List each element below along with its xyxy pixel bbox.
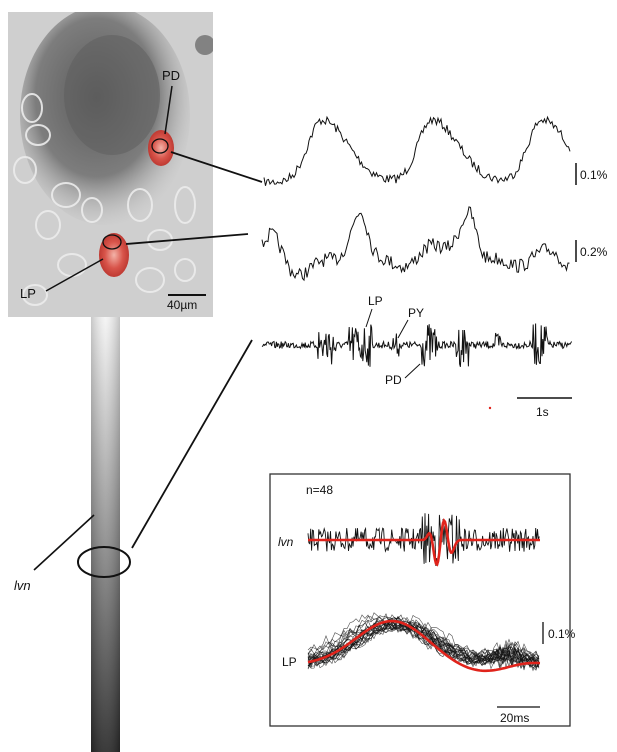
lp-calcium-trace: [261, 206, 570, 282]
lvn-connector-line: [131, 339, 253, 549]
pd-connector-line: [170, 151, 263, 183]
inset-lvn-label: lvn: [278, 535, 294, 549]
inset-count-label: n=48: [306, 483, 333, 497]
lvn-extracellular-trace: [261, 323, 573, 368]
time-scale-label: 1s: [536, 405, 549, 419]
inset-amplitude-scale-label: 0.1%: [548, 627, 576, 641]
inset-lvn-raw-trace: [307, 513, 540, 566]
lvn-label: lvn: [14, 578, 31, 593]
pd-cell-label: PD: [162, 68, 180, 83]
inset-average-traces: [307, 518, 541, 673]
spike-triggered-average-inset: n=48 lvn LP 0.1% 20ms: [269, 473, 576, 727]
inset-lp-raw-trace: [307, 616, 540, 665]
py-spike-label: PY: [408, 306, 424, 320]
recording-site-circle: [77, 546, 131, 578]
pd-trace-scale-label: 0.1%: [580, 168, 608, 182]
inset-lp-raw-trace: [307, 621, 540, 665]
microscopy-image: [8, 12, 213, 317]
lp-label-pointer: [45, 258, 104, 292]
inset-lp-raw-trace: [307, 616, 540, 662]
pd-spike-pointer: [404, 363, 421, 379]
lp-cell-label: LP: [20, 286, 36, 301]
pd-label-pointer: [164, 85, 173, 135]
inset-lp-average-trace: [307, 619, 541, 673]
lvn-label-pointer: [33, 514, 95, 571]
lp-connector-line: [125, 233, 249, 245]
lp-neuron: [99, 233, 129, 277]
inset-lvn-average-trace: [308, 518, 540, 567]
lp-spike-label: LP: [368, 294, 383, 308]
inset-lp-label: LP: [282, 655, 297, 669]
pd-spike-label: PD: [385, 373, 402, 387]
lp-spike-pointer: [365, 308, 373, 328]
lvn-nerve: [91, 317, 120, 752]
py-spike-pointer: [397, 319, 409, 339]
inset-time-scale-label: 20ms: [500, 711, 529, 725]
stray-dot: [488, 406, 492, 410]
pd-neuron: [148, 130, 174, 166]
image-scale-bar-label: 40µm: [167, 298, 197, 312]
lp-trace-scale-label: 0.2%: [580, 245, 608, 259]
pd-calcium-trace: [263, 115, 571, 186]
